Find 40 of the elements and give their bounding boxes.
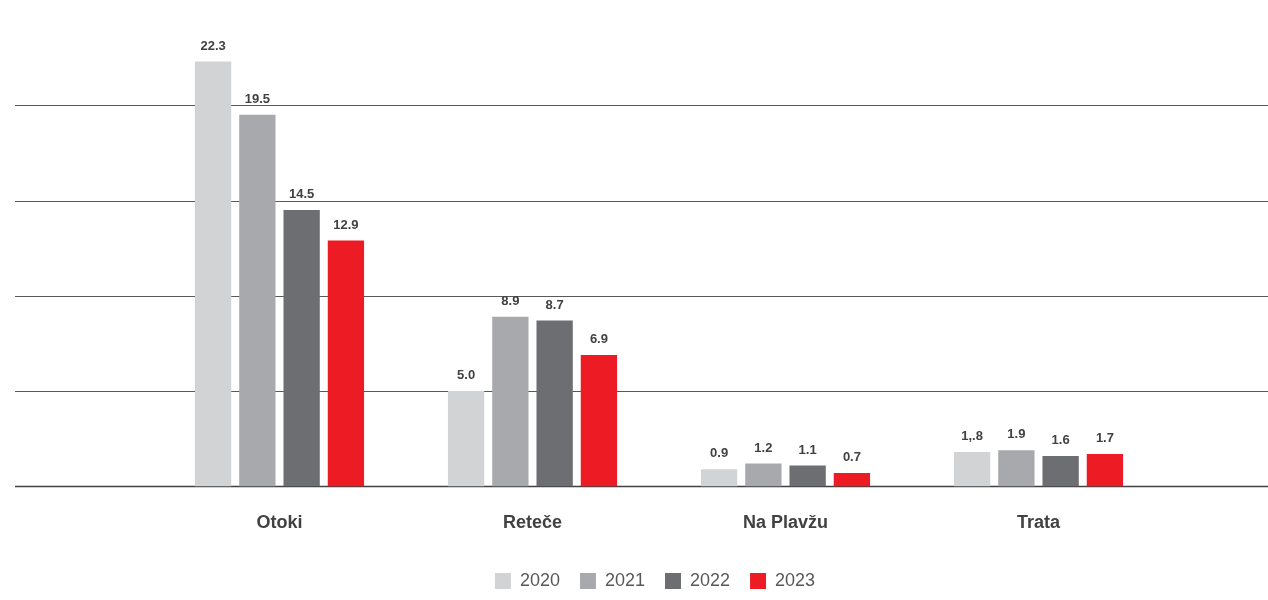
bar: [833, 473, 871, 487]
bar: [536, 320, 573, 487]
data-label: 1.2: [754, 439, 773, 455]
bar: [789, 465, 826, 487]
data-label: 1.6: [1051, 431, 1070, 447]
data-label: 1.9: [1007, 426, 1026, 442]
legend-label: 2023: [775, 569, 816, 590]
data-label: 14.5: [288, 186, 315, 202]
data-label: 8.7: [545, 296, 564, 312]
data-label: 1.1: [798, 441, 817, 457]
bar: [953, 452, 991, 487]
legend-label: 2021: [604, 569, 645, 590]
bar: [447, 391, 485, 487]
x-tick-label: Na Plavžu: [742, 512, 829, 533]
bar: [998, 450, 1035, 487]
bar: [239, 114, 276, 487]
x-tick-label: Trata: [1016, 512, 1061, 533]
bar: [700, 469, 738, 487]
data-label: 0.9: [710, 445, 729, 461]
bar: [327, 240, 365, 487]
data-label: 1.7: [1095, 430, 1114, 446]
legend-label: 2020: [519, 569, 560, 590]
bar: [1086, 454, 1124, 487]
data-label: 0.7: [842, 449, 861, 465]
bar: [745, 463, 782, 487]
x-tick-label: Reteče: [502, 512, 563, 533]
data-label: 8.9: [501, 292, 520, 308]
bar: [492, 316, 529, 487]
data-label: 19.5: [244, 90, 271, 106]
bar: [1042, 455, 1079, 487]
x-tick-label: Otoki: [256, 512, 303, 533]
data-label: 22.3: [200, 37, 226, 53]
bar: [194, 61, 232, 487]
data-label: 12.9: [333, 216, 359, 232]
data-label: 5.0: [457, 367, 476, 383]
data-label: 6.9: [589, 330, 608, 346]
data-label: 1,.8: [961, 428, 983, 444]
legend-label: 2022: [690, 569, 731, 590]
bar: [580, 354, 618, 487]
bar: [283, 210, 320, 487]
